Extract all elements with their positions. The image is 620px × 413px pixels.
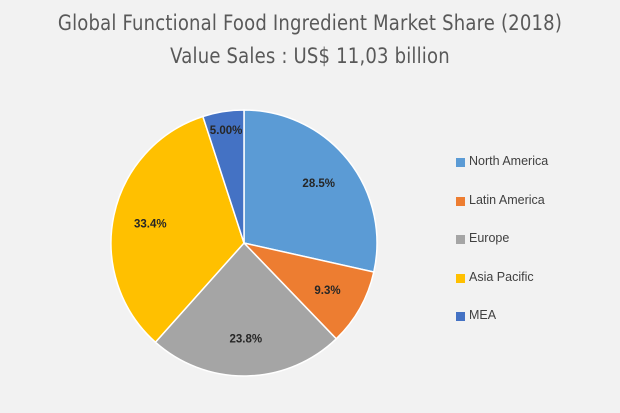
data-label: 9.3% (314, 285, 340, 297)
legend-label: North America (469, 154, 549, 168)
pie-slice-asia-pacific (110, 115, 245, 344)
data-label: 33.4% (134, 218, 167, 230)
legend-label: Asia Pacific (469, 269, 534, 284)
legend-swatch (456, 235, 465, 244)
chart-title: Global Functional Food Ingredient Market… (57, 11, 563, 35)
legend-label: Latin America (469, 192, 545, 207)
legend-swatch (456, 196, 465, 206)
legend-swatch (456, 158, 465, 167)
legend-swatch (456, 273, 465, 283)
data-label: 5.00% (210, 125, 243, 137)
pie-slice-latin-america (241, 241, 375, 340)
data-label: 28.5% (302, 178, 335, 190)
legend-label: MEA (469, 308, 497, 322)
pie-slice-north-america (243, 109, 378, 273)
legend-swatch (456, 312, 465, 321)
pie-slice-europe (154, 241, 338, 377)
legend-label: Europe (469, 231, 510, 245)
data-label: 23.8% (230, 334, 263, 346)
pie-slice-mea (201, 109, 245, 244)
chart-subtitle: Value Sales : US$ 11,03 billion (170, 44, 450, 68)
